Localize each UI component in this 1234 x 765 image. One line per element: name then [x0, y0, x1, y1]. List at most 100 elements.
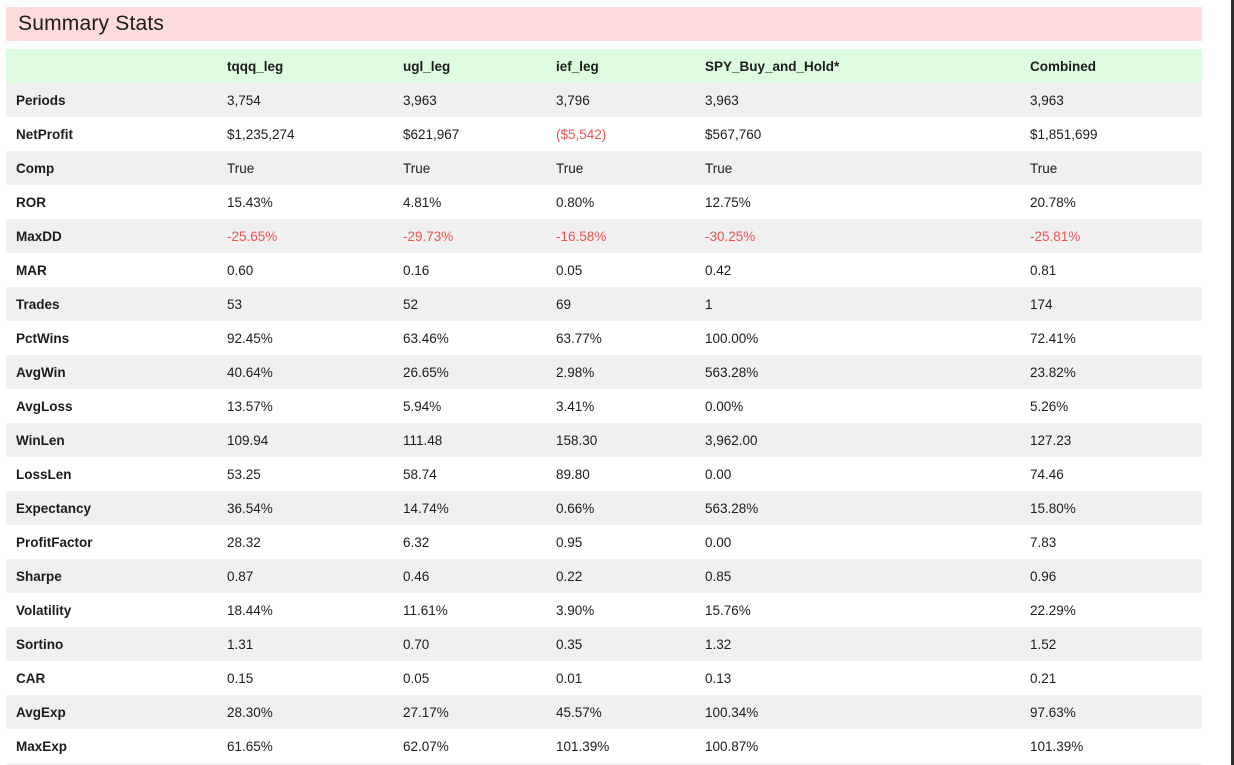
cell-value: -30.25% — [705, 228, 756, 244]
cell-value: 3,963 — [403, 92, 437, 108]
cell-value: True — [403, 160, 431, 176]
table-row: AvgLoss 13.57% 5.94% 3.41% 0.00% 5.26% — [6, 389, 1202, 423]
cell-value: True — [1030, 160, 1058, 176]
cell-value: 0.42 — [705, 262, 732, 278]
cell-value: 0.35 — [556, 636, 583, 652]
cell-value: 0.13 — [705, 670, 732, 686]
cell-value: 101.39% — [556, 738, 610, 754]
row-label: ProfitFactor — [16, 534, 93, 550]
table-row: Expectancy 36.54% 14.74% 0.66% 563.28% 15.80% — [6, 491, 1202, 525]
cell-value: 4.81% — [403, 194, 442, 210]
cell-value: 3,754 — [227, 92, 261, 108]
cell-value: 127.23 — [1030, 432, 1072, 448]
row-label: MaxDD — [16, 228, 62, 244]
table-row: MAR 0.60 0.16 0.05 0.42 0.81 — [6, 253, 1202, 287]
cell-value: 5.26% — [1030, 398, 1069, 414]
table-header-row: tqqq_leg ugl_leg ief_leg SPY_Buy_and_Hold* C… — [6, 49, 1202, 83]
cell-value: 563.28% — [705, 500, 759, 516]
table-row: MaxExp 61.65% 62.07% 101.39% 100.87% 101.39% — [6, 729, 1202, 763]
cell-value: 26.65% — [403, 364, 449, 380]
partial-next-row — [6, 763, 1202, 765]
table-row: CAR 0.15 0.05 0.01 0.13 0.21 — [6, 661, 1202, 695]
row-label: Expectancy — [16, 500, 92, 516]
cell-value: 28.32 — [227, 534, 261, 550]
cell-value: 23.82% — [1030, 364, 1076, 380]
cell-value: 0.22 — [556, 568, 583, 584]
cell-value: 109.94 — [227, 432, 269, 448]
cell-value: 15.76% — [705, 602, 751, 618]
cell-value: 6.32 — [403, 534, 430, 550]
row-label: PctWins — [16, 330, 70, 346]
cell-value: 12.75% — [705, 194, 751, 210]
column-header: SPY_Buy_and_Hold* — [705, 58, 840, 74]
table-row: Volatility 18.44% 11.61% 3.90% 15.76% 22.29% — [6, 593, 1202, 627]
cell-value: 62.07% — [403, 738, 449, 754]
cell-value: 45.57% — [556, 704, 602, 720]
cell-value: 0.00 — [705, 534, 732, 550]
cell-value: -16.58% — [556, 228, 607, 244]
cell-value: 3,796 — [556, 92, 590, 108]
table-row: AvgWin 40.64% 26.65% 2.98% 563.28% 23.82% — [6, 355, 1202, 389]
table-row: Comp True True True True True — [6, 151, 1202, 185]
page-title: Summary Stats — [18, 12, 165, 35]
cell-value: 7.83 — [1030, 534, 1057, 550]
table-row: Periods 3,754 3,963 3,796 3,963 3,963 — [6, 83, 1202, 117]
row-label: AvgLoss — [16, 398, 73, 414]
row-label: AvgWin — [16, 364, 66, 380]
cell-value: 3,963 — [705, 92, 739, 108]
cell-value: 100.34% — [705, 704, 759, 720]
row-label: AvgExp — [16, 704, 66, 720]
table-row: PctWins 92.45% 63.46% 63.77% 100.00% 72.41% — [6, 321, 1202, 355]
cell-value: 63.46% — [403, 330, 449, 346]
cell-value: 2.98% — [556, 364, 595, 380]
column-header: ugl_leg — [403, 58, 451, 74]
cell-value: 61.65% — [227, 738, 273, 754]
cell-value: True — [227, 160, 255, 176]
cell-value: 14.74% — [403, 500, 449, 516]
table-row: AvgExp 28.30% 27.17% 45.57% 100.34% 97.63% — [6, 695, 1202, 729]
cell-value: 89.80 — [556, 466, 590, 482]
cell-value: 72.41% — [1030, 330, 1076, 346]
table-row: Sharpe 0.87 0.46 0.22 0.85 0.96 — [6, 559, 1202, 593]
cell-value: 0.95 — [556, 534, 583, 550]
cell-value: ($5,542) — [556, 126, 607, 142]
table-row: LossLen 53.25 58.74 89.80 0.00 74.46 — [6, 457, 1202, 491]
cell-value: 0.85 — [705, 568, 732, 584]
cell-value: 3,963 — [1030, 92, 1064, 108]
table-row: WinLen 109.94 111.48 158.30 3,962.00 127.23 — [6, 423, 1202, 457]
column-header: tqqq_leg — [227, 58, 284, 74]
row-label: Periods — [16, 92, 66, 108]
cell-value: 1.31 — [227, 636, 254, 652]
cell-value: $621,967 — [403, 126, 460, 142]
cell-value: 158.30 — [556, 432, 598, 448]
cell-value: 1.52 — [1030, 636, 1057, 652]
column-header: Combined — [1030, 58, 1096, 74]
table-row: Trades 53 52 69 1 174 — [6, 287, 1202, 321]
column-header: ief_leg — [556, 58, 599, 74]
cell-value: 0.00 — [705, 466, 732, 482]
cell-value: 3,962.00 — [705, 432, 758, 448]
cell-value: 0.05 — [403, 670, 430, 686]
cell-value: 36.54% — [227, 500, 273, 516]
cell-value: 5.94% — [403, 398, 442, 414]
cell-value: 0.60 — [227, 262, 254, 278]
row-label: NetProfit — [16, 126, 73, 142]
cell-value: 100.00% — [705, 330, 759, 346]
cell-value: 0.21 — [1030, 670, 1057, 686]
row-label: CAR — [16, 670, 46, 686]
cell-value: 97.63% — [1030, 704, 1076, 720]
row-label: ROR — [16, 194, 46, 210]
table-row: ROR 15.43% 4.81% 0.80% 12.75% 20.78% — [6, 185, 1202, 219]
table-row: MaxDD -25.65% -29.73% -16.58% -30.25% -25.81% — [6, 219, 1202, 253]
cell-value: 20.78% — [1030, 194, 1076, 210]
cell-value: 52 — [403, 296, 419, 312]
cell-value: 563.28% — [705, 364, 759, 380]
cell-value: 63.77% — [556, 330, 602, 346]
cell-value: 74.46 — [1030, 466, 1064, 482]
cell-value: 0.16 — [403, 262, 430, 278]
summary-stats-table: tqqq_leg ugl_leg ief_leg SPY_Buy_and_Hold* C… — [6, 49, 1202, 763]
cell-value: 101.39% — [1030, 738, 1084, 754]
cell-value: 58.74 — [403, 466, 437, 482]
cell-value: -25.65% — [227, 228, 278, 244]
row-label: WinLen — [16, 432, 65, 448]
